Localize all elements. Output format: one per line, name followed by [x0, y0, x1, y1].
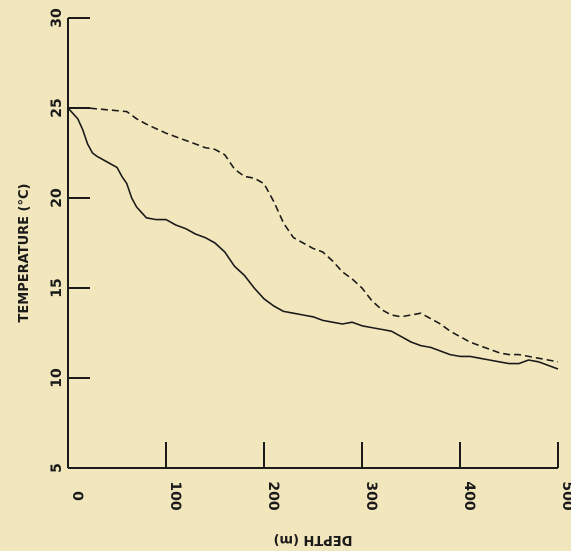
x-tick-label: 0 [69, 491, 85, 501]
y-tick-label: 15 [49, 278, 65, 297]
y-axis-title: TEMPERATURE (°C) [17, 184, 32, 323]
y-axis: 5 10 15 20 25 30 [49, 8, 90, 473]
x-tick-label: 500 [559, 481, 571, 510]
y-tick-label: 30 [49, 8, 65, 28]
x-tick-label: 100 [167, 481, 183, 510]
x-tick-label: 300 [363, 481, 379, 510]
x-axis: 0 100 200 300 400 500 [67, 442, 571, 511]
x-axis-title: DEPTH (m) [274, 532, 353, 547]
solid-series-line [67, 107, 559, 370]
y-tick-label: 25 [49, 98, 65, 117]
y-tick-label: 10 [49, 368, 65, 388]
x-tick-label: 200 [265, 481, 281, 510]
plot-lines [67, 107, 559, 370]
y-tick-label: 5 [49, 463, 65, 473]
y-tick-label: 20 [49, 188, 65, 208]
x-tick-label: 400 [461, 481, 477, 510]
dashed-series-line [68, 107, 559, 363]
